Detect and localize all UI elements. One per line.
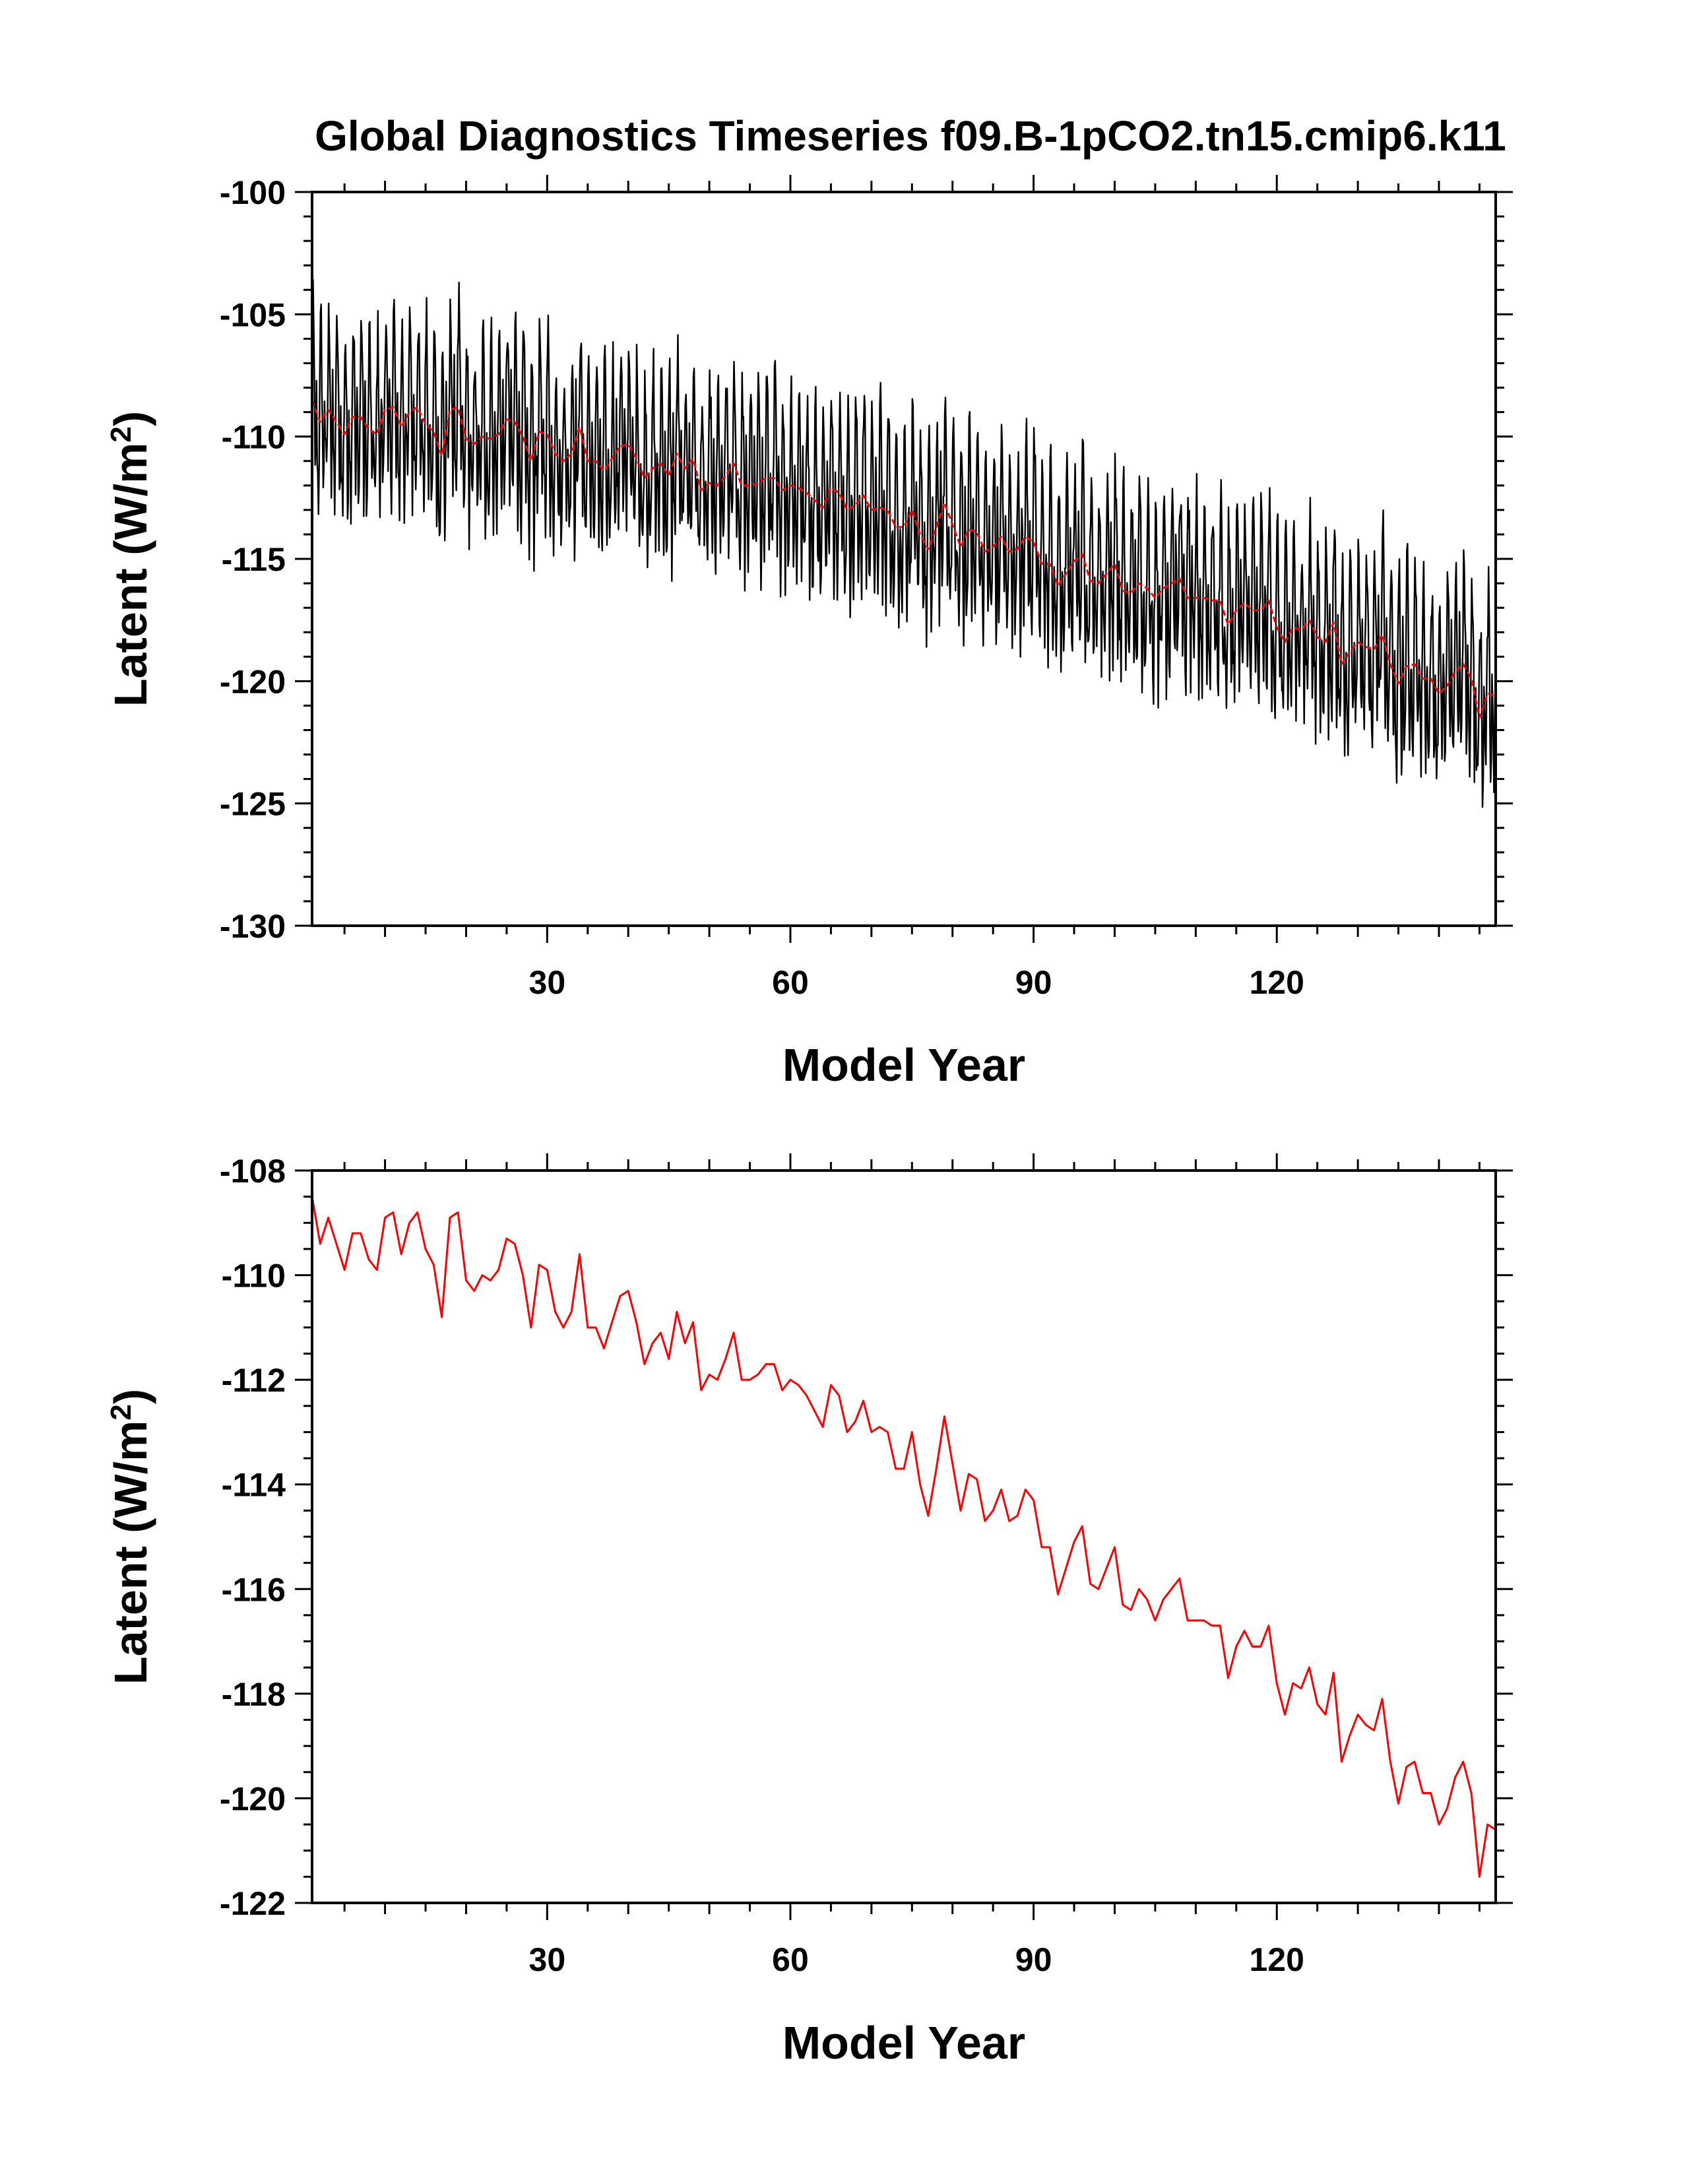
y-axis-label-close: ) [105, 1389, 156, 1404]
y-axis-label-main: Latent (W/m [105, 1421, 156, 1685]
annual-mean-series-line [312, 399, 1496, 719]
y-tick-label: -105 [220, 296, 286, 333]
y-axis-label-superscript: 2 [105, 426, 137, 442]
y-tick-label: -118 [222, 1676, 286, 1713]
series-clip-group [312, 278, 1496, 808]
y-tick-label: -114 [222, 1467, 286, 1504]
y-tick-label: -110 [222, 1258, 286, 1295]
tick-labels: 30 60 90 120 -108 -110 -112 -114 -116 -118 -120 -12… [220, 1153, 1304, 1978]
x-tick-label: 30 [529, 1941, 566, 1978]
y-tick-label: -110 [222, 419, 286, 456]
y-tick-label: -115 [222, 541, 286, 578]
y-axis-label-superscript: 2 [105, 1404, 137, 1420]
x-tick-label: 120 [1250, 964, 1304, 1001]
y-tick-label: -116 [222, 1571, 286, 1608]
annual-mean-series-line [312, 1196, 1496, 1878]
y-tick-label: -130 [220, 908, 286, 945]
x-axis-label: Model Year [782, 2017, 1025, 2069]
series-layer [312, 278, 1496, 808]
x-tick-label: 30 [529, 964, 566, 1001]
y-axis-label: Latent (W/m2) [105, 411, 156, 707]
series-clip-group [312, 1196, 1496, 1878]
y-tick-label: -120 [220, 663, 286, 700]
monthly-series-line [312, 278, 1496, 808]
y-tick-label: -100 [220, 174, 286, 211]
x-tick-label: 120 [1250, 1941, 1304, 1978]
tick-marks [295, 175, 1513, 943]
x-tick-label: 90 [1015, 1941, 1052, 1978]
y-tick-label: -108 [220, 1153, 286, 1190]
x-tick-label: 60 [772, 964, 809, 1001]
panel-top-monthly-and-annual: 30 60 90 120 -100 -105 -110 -115 -120 -125 -130 Mo… [105, 174, 1513, 1091]
x-axis-label: Model Year [782, 1039, 1025, 1091]
tick-marks [295, 1153, 1513, 1920]
panel-bottom-annual: 30 60 90 120 -108 -110 -112 -114 -116 -118 -120 -12… [105, 1153, 1513, 2069]
tick-labels: 30 60 90 120 -100 -105 -110 -115 -120 -125 -130 [220, 174, 1304, 1001]
chart-title: Global Diagnostics Timeseries f09.B-1pCO… [315, 112, 1506, 160]
y-tick-label: -125 [220, 786, 286, 823]
y-tick-label: -122 [220, 1885, 286, 1922]
y-axis-label-close: ) [105, 411, 156, 426]
y-tick-label: -112 [222, 1362, 286, 1399]
y-axis-label: Latent (W/m2) [105, 1389, 156, 1685]
series-layer [312, 1196, 1496, 1878]
y-tick-label: -120 [220, 1780, 286, 1817]
x-tick-label: 60 [772, 1941, 809, 1978]
y-axis-label-main: Latent (W/m [105, 443, 156, 707]
x-tick-label: 90 [1015, 964, 1052, 1001]
